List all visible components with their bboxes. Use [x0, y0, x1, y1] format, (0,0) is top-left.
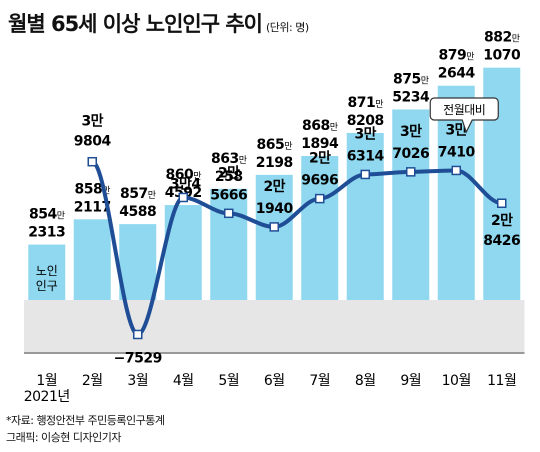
bar-value-label: 2313 [28, 225, 65, 241]
bar-value-label: 860만 [165, 167, 201, 183]
line-value-label: 8426 [483, 233, 520, 249]
bar-value-label: 2644 [438, 66, 476, 82]
line-value-label: 6314 [347, 148, 385, 164]
bar-value-label: 1894 [301, 136, 339, 152]
line-point [133, 329, 143, 340]
line-point [360, 169, 370, 180]
footer: *자료: 행정안전부 주민등록인구통계 그래픽: 이승현 디자인기자 [6, 412, 165, 446]
x-tick-label: 2월 [82, 373, 103, 389]
year-label: 2021년 [24, 389, 70, 405]
bar-value-label: 1070 [483, 48, 521, 64]
line-value-label: 9696 [301, 173, 338, 189]
line-point [315, 193, 325, 204]
line-value-label: 3만4 [170, 176, 202, 192]
x-tick-label: 11월 [487, 373, 516, 389]
line-value-label: 1940 [256, 201, 294, 217]
line-point [269, 222, 279, 232]
graphic-credit: 그래픽: 이승현 디자인기자 [6, 431, 122, 444]
callout-shape [429, 97, 499, 134]
bar-value-label: 2117 [74, 199, 111, 215]
bar-value-label: 882만 [484, 30, 520, 46]
line-point [451, 165, 461, 176]
x-tick-label: 1월 [36, 373, 57, 389]
callout-box: 전월대비 [429, 97, 499, 134]
x-tick-label: 4월 [173, 373, 194, 389]
x-tick-label: 7월 [309, 373, 330, 389]
bar-value-label: 879만 [438, 48, 474, 64]
bar-value-label: 2198 [256, 155, 293, 171]
x-tick-label: 8월 [355, 373, 376, 389]
bar [73, 219, 111, 300]
bar-value-label: 858만 [74, 181, 110, 197]
line-value-label: 3만 [81, 114, 103, 130]
bar-value-label: 868만 [302, 118, 338, 134]
negative-band [24, 300, 525, 352]
x-tick-label: 6월 [264, 373, 285, 389]
bar-value-label: 5234 [392, 89, 430, 105]
bar [255, 174, 293, 300]
callout-label: 전월대비 [443, 103, 485, 117]
bar-value-label: 8208 [347, 113, 384, 129]
line-point [406, 167, 416, 177]
bar [346, 132, 384, 300]
line-value-label: 3만 [354, 126, 376, 142]
line-value-label: −7529 [114, 350, 162, 366]
line-value-label: 7410 [438, 144, 476, 160]
chart-title-row: 월별 65세 이상 노인인구 추이 (단위: 명) [8, 8, 309, 38]
line-value-label: 5666 [210, 187, 247, 203]
x-tick-label: 9월 [400, 373, 421, 389]
bar-value-label: 865만 [256, 137, 292, 153]
line-value-label: 2만 [309, 151, 331, 167]
bar-value-label: 863만 [211, 151, 247, 167]
bar-value-label: 258 [215, 169, 243, 185]
x-tick-label: 5월 [218, 373, 239, 389]
line-value-label: 7026 [392, 146, 429, 162]
bar-series-label: 노인 [36, 264, 58, 278]
line-value-label: 2만 [263, 179, 285, 195]
line-value-label: 9804 [74, 134, 112, 150]
line-value-label: 3만 [400, 124, 422, 140]
bar-value-label: 854만 [29, 207, 65, 223]
bar-value-label: 875만 [393, 71, 429, 87]
line-point [497, 198, 507, 208]
bar [28, 244, 66, 300]
bar [119, 224, 157, 300]
line-point [178, 192, 188, 203]
x-tick-label: 10월 [442, 373, 471, 389]
bar-series-label: 인구 [36, 279, 58, 293]
chart-title: 월별 65세 이상 노인인구 추이 [8, 12, 263, 36]
line-point [87, 156, 97, 167]
bar-value-label: 857만 [120, 186, 156, 202]
line-value-label: 3만 [445, 122, 467, 138]
line-value-label: 2만 [491, 213, 513, 229]
line-value-label: 2만 [218, 165, 240, 181]
bar-value-label: 4588 [119, 204, 156, 220]
bar [392, 109, 430, 301]
unit-label: (단위: 명) [266, 21, 309, 34]
bar [210, 188, 248, 300]
bar-value-label: 871만 [347, 95, 383, 111]
line-point [224, 208, 234, 219]
bar [301, 155, 339, 300]
x-tick-label: 3월 [127, 373, 148, 389]
chart-canvas: 854만2313858만2117857만4588860만4592863만2588… [24, 30, 525, 405]
source-note: *자료: 행정안전부 주민등록인구통계 [6, 414, 165, 427]
